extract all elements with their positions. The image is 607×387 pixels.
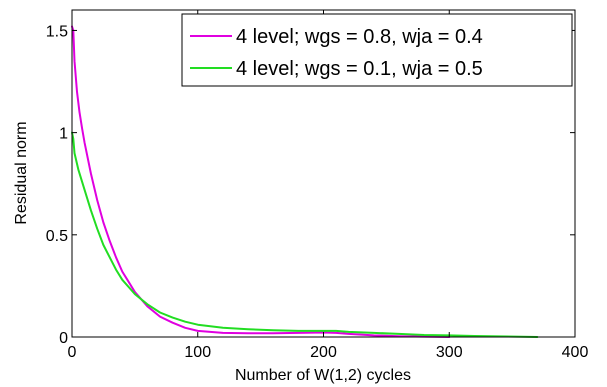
x-axis-ticks: 0 100 200 300 400 [68, 10, 589, 361]
x-tick-label: 300 [436, 344, 463, 361]
legend-box [181, 13, 573, 87]
series-line-1 [71, 25, 451, 338]
y-tick-label: 0.5 [46, 228, 68, 245]
x-tick-label: 0 [68, 344, 77, 361]
y-tick-label: 0 [59, 330, 68, 347]
legend-label-1: 4 level; wgs = 0.8, wja = 0.4 [236, 26, 483, 48]
x-tick-label: 200 [310, 344, 337, 361]
series-layer [71, 25, 539, 338]
y-axis-title: Residual norm [13, 121, 30, 224]
x-axis-title: Number of W(1,2) cycles [235, 367, 411, 384]
y-tick-label: 1.5 [46, 23, 68, 40]
y-tick-label: 1 [59, 126, 68, 143]
legend-label-2: 4 level; wgs = 0.1, wja = 0.5 [236, 58, 483, 80]
y-axis-ticks: 0 0.5 1 1.5 [46, 23, 575, 347]
series-line-2 [71, 131, 539, 338]
legend: 4 level; wgs = 0.8, wja = 0.4 4 level; wg… [181, 13, 573, 87]
x-tick-label: 400 [562, 344, 589, 361]
x-tick-label: 100 [184, 344, 211, 361]
